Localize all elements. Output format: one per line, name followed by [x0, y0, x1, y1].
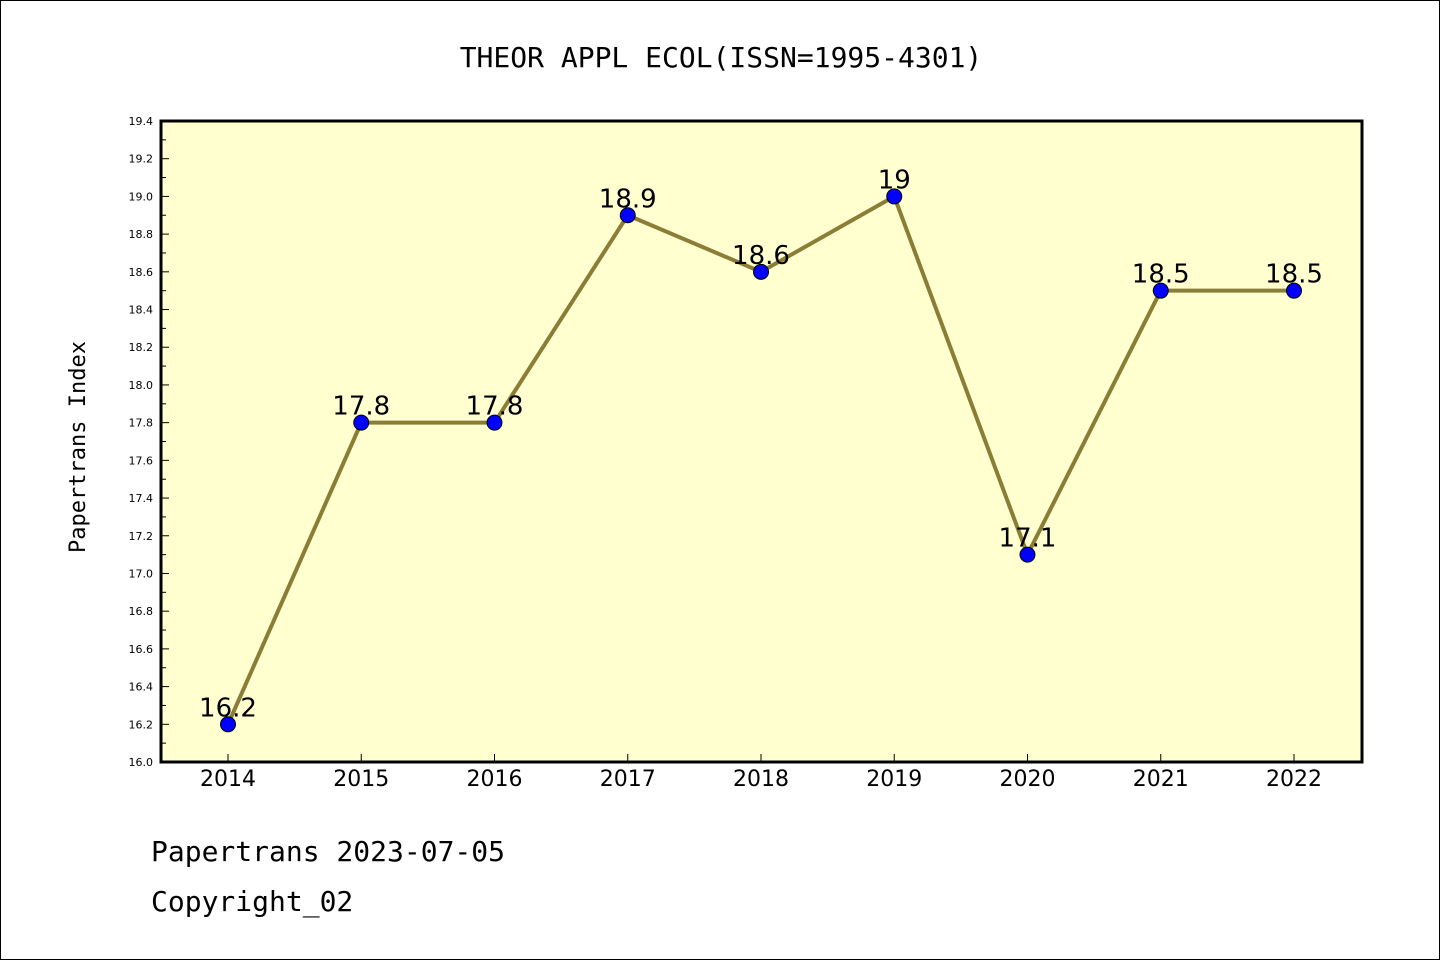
x-tick-label: 2020	[1000, 767, 1056, 792]
data-point-marker	[886, 188, 903, 205]
y-tick-label: 17.8	[129, 417, 154, 430]
data-point-label: 18.6	[732, 241, 790, 271]
plot-area	[159, 119, 1364, 764]
data-labels: 16.2 17.8 17.8 18.9 18.6 19 17.1 18.5 18.5	[199, 165, 1323, 723]
y-tick-label: 19.4	[129, 115, 154, 128]
series-markers	[220, 188, 1302, 733]
x-tick-label: 2022	[1266, 767, 1322, 792]
chart-title: THEOR APPL ECOL(ISSN=1995-4301)	[460, 41, 983, 74]
x-tick-label: 2018	[733, 767, 789, 792]
data-point-label: 16.2	[199, 693, 257, 723]
data-point-marker	[486, 414, 503, 431]
x-axis-ticks: 2014 2015 2016 2017 2018 2019 2020 2021 2022	[200, 754, 1322, 792]
y-tick-label: 18.8	[129, 228, 154, 241]
data-point-marker	[753, 263, 769, 280]
x-tick-label: 2014	[200, 767, 256, 792]
data-point-label: 18.9	[599, 184, 657, 214]
y-axis-ticks: 16.0 16.2 16.4 16.6 16.8 17.0 17.2 17.4 17.6 17.8…	[129, 115, 169, 769]
y-tick-label: 16.0	[129, 756, 154, 769]
footer-date: Papertrans 2023-07-05	[151, 835, 506, 868]
y-tick-label: 18.2	[129, 341, 154, 354]
y-tick-label: 16.2	[129, 718, 154, 731]
y-tick-label: 16.4	[129, 681, 154, 694]
y-tick-label: 18.0	[129, 379, 154, 392]
data-point-label: 18.5	[1265, 260, 1323, 290]
y-tick-label: 19.2	[129, 153, 154, 166]
data-point-marker	[1152, 282, 1169, 299]
data-point-marker	[353, 414, 370, 431]
y-axis-label: Papertrans Index	[66, 341, 91, 553]
y-tick-label: 17.6	[129, 454, 154, 467]
data-point-label: 17.1	[999, 524, 1057, 554]
data-point-label: 18.5	[1132, 260, 1190, 290]
data-point-marker	[1286, 282, 1302, 299]
y-tick-label: 17.0	[129, 567, 154, 580]
x-tick-label: 2015	[333, 767, 389, 792]
x-tick-label: 2019	[866, 767, 922, 792]
y-tick-label: 17.2	[129, 530, 154, 543]
y-tick-label: 18.4	[129, 304, 154, 317]
data-point-label: 17.8	[332, 392, 390, 422]
footer-copyright: Copyright_02	[151, 885, 354, 918]
data-point-marker	[619, 207, 636, 224]
x-tick-label: 2017	[600, 767, 656, 792]
y-tick-label: 16.8	[129, 605, 154, 618]
x-tick-label: 2021	[1133, 767, 1189, 792]
data-point-marker	[1019, 546, 1036, 563]
y-tick-label: 17.4	[129, 492, 154, 505]
y-tick-label: 18.6	[129, 266, 154, 279]
data-point-label: 19	[878, 165, 911, 195]
y-tick-label: 16.6	[129, 643, 154, 656]
y-tick-label: 19.0	[129, 190, 154, 203]
data-point-label: 17.8	[466, 392, 524, 422]
x-tick-label: 2016	[467, 767, 523, 792]
data-point-marker	[220, 716, 236, 733]
